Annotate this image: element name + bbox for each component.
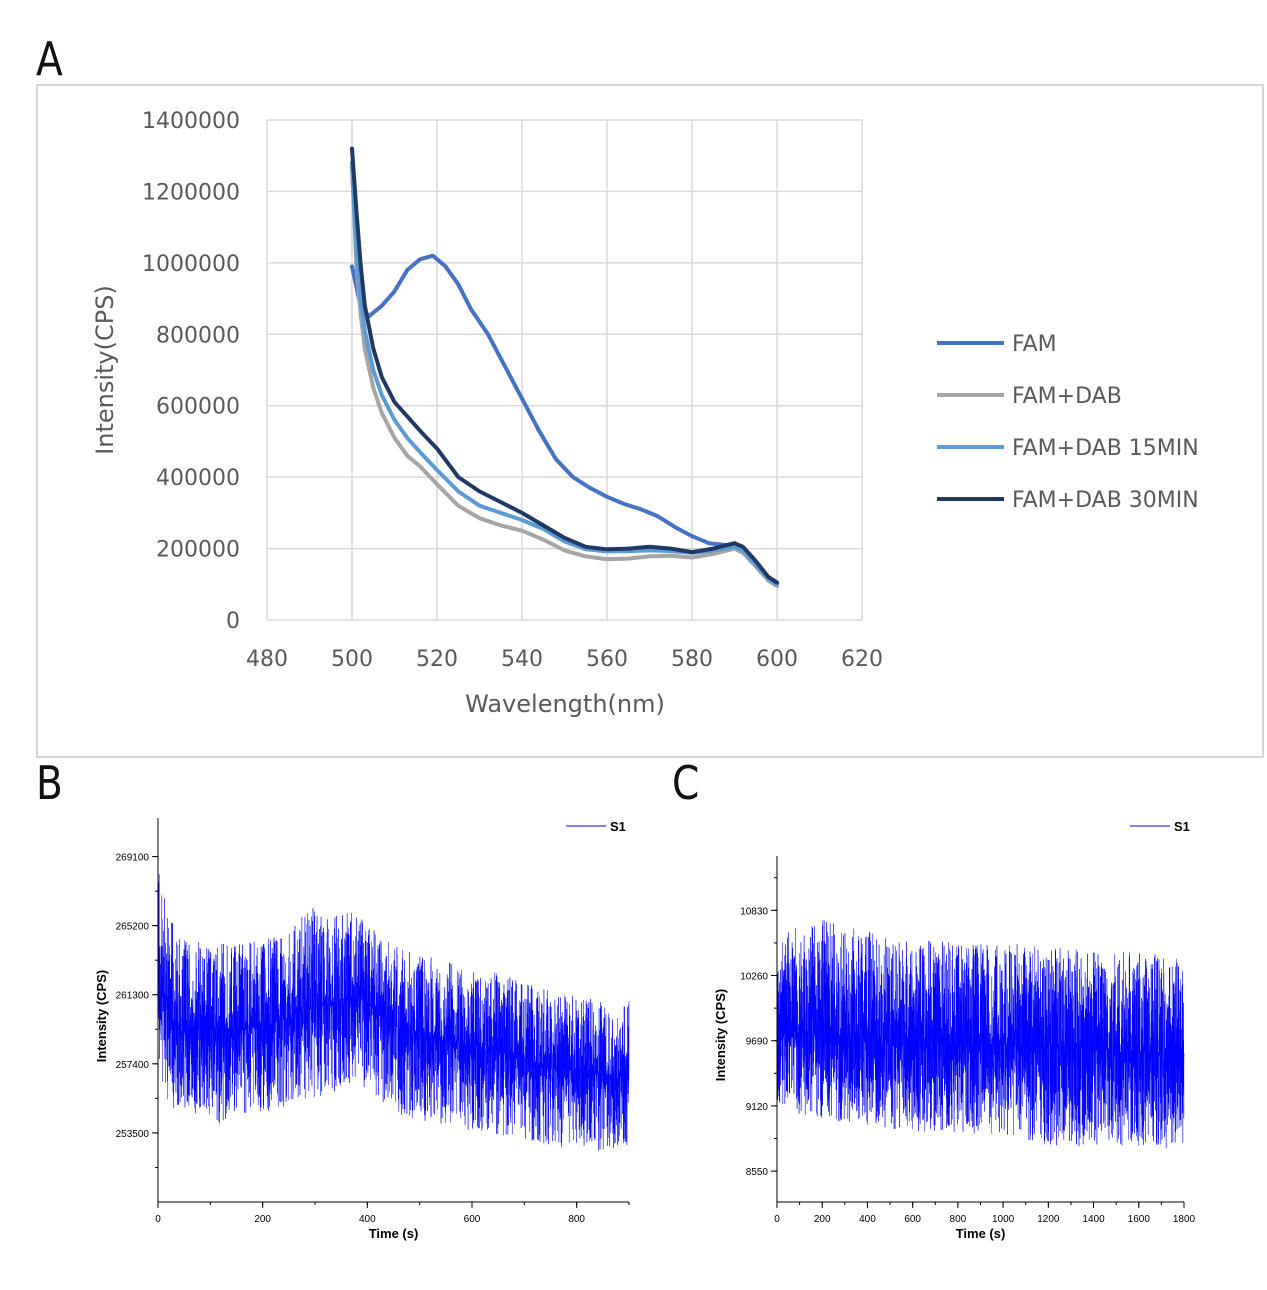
spectrum-chart: 0 200000 400000 600000 800000 1000000 1200000 1…: [91, 109, 1199, 718]
x-tick-label: 800: [568, 1214, 585, 1225]
y-tick-label: 269100: [116, 853, 150, 864]
panel-label-b: B: [36, 756, 63, 810]
x-tick-label: 0: [155, 1214, 161, 1225]
legend-label-1: FAM+DAB: [1012, 384, 1122, 409]
x-tick-label: 1200: [1037, 1214, 1060, 1225]
panel-a-frame: [36, 84, 1264, 758]
x-axis-label: Time (s): [956, 1226, 1006, 1241]
signal-trace: [776, 920, 1185, 1149]
y-tick-label: 10830: [740, 906, 768, 917]
x-tick-label: 400: [859, 1214, 876, 1225]
y-tick-label: 200000: [156, 538, 240, 563]
signal-trace: [157, 874, 630, 1151]
x-tick-label: 1600: [1128, 1214, 1151, 1225]
y-tick-label: 1200000: [142, 180, 240, 205]
y-tick-label: 261300: [116, 991, 150, 1002]
legend-label-3: FAM+DAB 30MIN: [1012, 488, 1199, 513]
y-tick-label: 400000: [156, 466, 240, 491]
y-tick-label: 9690: [746, 1037, 769, 1048]
x-tick-label: 1800: [1173, 1214, 1196, 1225]
y-tick-label: 9120: [746, 1102, 769, 1113]
x-tick-label: 0: [774, 1214, 780, 1225]
x-tick-label: 400: [359, 1214, 376, 1225]
x-tick-label: 540: [501, 647, 543, 672]
legend-label: S1: [1174, 819, 1190, 834]
x-tick-label: 600: [464, 1214, 481, 1225]
y-tick-label: 1000000: [142, 252, 240, 277]
kinetics-chart-b: 253500 257400 261300 265200 269100 0 200 400 600…: [94, 818, 630, 1241]
y-tick-label: 0: [226, 609, 240, 634]
x-tick-label: 480: [246, 647, 288, 672]
y-tick-label: 265200: [116, 922, 150, 933]
y-axis-label: Intensity(CPS): [91, 285, 119, 455]
x-tick-label: 560: [586, 647, 628, 672]
y-tick-label: 800000: [156, 323, 240, 348]
y-tick-label: 10260: [740, 972, 768, 983]
x-tick-label: 600: [756, 647, 798, 672]
panel-label-a: A: [36, 32, 63, 86]
x-tick-label: 520: [416, 647, 458, 672]
y-tick-label: 257400: [116, 1060, 150, 1071]
x-tick-label: 1000: [992, 1214, 1015, 1225]
legend-label-0: FAM: [1012, 332, 1057, 357]
x-tick-label: 620: [841, 647, 883, 672]
series-line-0: [350, 253, 779, 587]
y-tick-label: 253500: [116, 1129, 150, 1140]
series-line-1: [350, 164, 779, 589]
x-tick-label: 1400: [1082, 1214, 1105, 1225]
kinetics-chart-c: 8550 9120 9690 10260 10830 0 200 400 600 800 1000 1…: [713, 819, 1196, 1241]
panel-label-c: C: [672, 756, 700, 810]
x-axis-label: Wavelength(nm): [465, 690, 665, 718]
y-tick-label: 600000: [156, 395, 240, 420]
series-line-2: [350, 160, 779, 587]
x-axis-label: Time (s): [369, 1226, 419, 1241]
x-tick-label: 600: [904, 1214, 921, 1225]
x-tick-label: 200: [254, 1214, 271, 1225]
legend-label: S1: [610, 819, 626, 834]
x-tick-label: 580: [671, 647, 713, 672]
x-tick-label: 800: [950, 1214, 967, 1225]
legend-label-2: FAM+DAB 15MIN: [1012, 436, 1199, 461]
x-tick-label: 500: [331, 647, 373, 672]
y-tick-label: 8550: [746, 1167, 769, 1178]
y-tick-label: 1400000: [142, 109, 240, 134]
series-line-3: [350, 146, 779, 585]
x-tick-label: 200: [814, 1214, 831, 1225]
y-axis-label: Intensity (CPS): [713, 989, 728, 1081]
y-axis-label: Intensity (CPS): [94, 970, 109, 1062]
